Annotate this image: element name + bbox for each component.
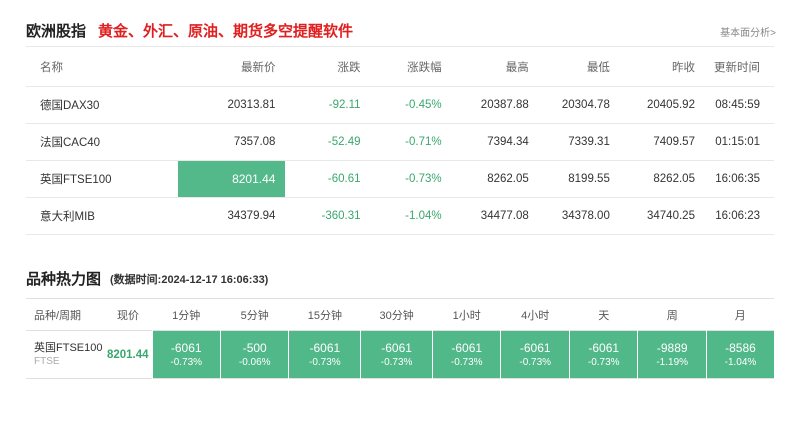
heat-pct: -0.06% — [238, 356, 271, 368]
heat-pct: -0.73% — [309, 356, 341, 368]
heatmap-cell-week: -9889 -1.19% — [637, 330, 707, 379]
promo-link[interactable]: 黄金、外汇、原油、期货多空提醒软件 — [98, 23, 354, 40]
price-cell: 20313.81 — [227, 99, 276, 111]
heat-pct: -0.73% — [519, 356, 552, 368]
heatmap-current-price: 8201.44 — [106, 348, 149, 361]
heat-value: -6061 — [519, 340, 551, 355]
heat-value: -6061 — [309, 340, 341, 355]
heat-value: -8586 — [725, 340, 756, 355]
col-header-instrument-period: 品种/周期 — [34, 309, 82, 322]
instrument-name-link[interactable]: 德国DAX30 — [40, 100, 100, 112]
high-cell: 7394.34 — [487, 136, 529, 148]
table-row[interactable]: 德国DAX30 20313.81 -92.11 -0.45% 20387.88 … — [26, 87, 774, 124]
heatmap-cell-5min: -500 -0.06% — [219, 330, 289, 379]
high-cell: 20387.88 — [480, 99, 529, 111]
col-header-pct: 涨跌幅 — [407, 61, 442, 74]
time-cell: 16:06:23 — [715, 210, 760, 222]
col-header-high: 最高 — [505, 61, 529, 74]
high-cell: 34477.08 — [480, 210, 529, 222]
price-cell: 7357.08 — [233, 136, 276, 148]
heat-pct: -0.73% — [380, 356, 413, 368]
change-cell: -360.31 — [321, 210, 361, 222]
low-cell: 34378.00 — [561, 210, 610, 222]
instrument-code: FTSE — [34, 356, 60, 367]
price-cell-highlighted: 8201.44 — [178, 160, 286, 198]
prev-close-cell: 7409.57 — [653, 136, 695, 148]
col-header-15min: 15分钟 — [307, 309, 342, 322]
col-header-change: 涨跌 — [337, 61, 361, 74]
change-cell: -52.49 — [327, 136, 361, 148]
heat-pct: -0.73% — [450, 356, 483, 368]
heat-value: -9889 — [656, 340, 688, 355]
pct-cell: -0.71% — [405, 136, 442, 148]
col-header-week: 周 — [666, 309, 678, 322]
time-cell: 16:06:35 — [715, 173, 760, 185]
heatmap-section-header: 品种热力图 (数据时间:2024-12-17 16:06:33) — [26, 266, 776, 292]
high-cell: 8262.05 — [487, 173, 529, 185]
instrument-name-link[interactable]: 意大利MIB — [40, 211, 95, 223]
heatmap-cell-4hour: -6061 -0.73% — [500, 330, 570, 379]
heatmap-row[interactable]: 英国FTSE100 FTSE 8201.44 -6061 -0.73% -500… — [26, 330, 774, 379]
heat-pct: -0.73% — [587, 356, 620, 368]
heat-pct: -1.04% — [724, 356, 757, 368]
time-cell: 01:15:01 — [715, 136, 760, 148]
heatmap-title: 品种热力图 — [26, 271, 102, 288]
low-cell: 8199.55 — [568, 173, 610, 185]
heat-pct: -0.73% — [170, 356, 203, 368]
col-header-1min: 1分钟 — [172, 309, 201, 322]
low-cell: 20304.78 — [561, 99, 610, 111]
heat-value: -6061 — [588, 340, 620, 355]
heatmap-cell-15min: -6061 -0.73% — [288, 330, 361, 379]
prev-close-cell: 34740.25 — [647, 210, 695, 222]
prev-close-cell: 8262.05 — [653, 173, 695, 185]
col-header-30min: 30分钟 — [379, 309, 414, 322]
col-header-4hour: 4小时 — [521, 309, 550, 322]
col-header-name: 名称 — [40, 61, 63, 74]
pct-cell: -1.04% — [405, 210, 442, 222]
heatmap-header-row: 品种/周期 现价 1分钟 5分钟 15分钟 30分钟 1小时 4小时 天 周 月 — [26, 298, 774, 331]
instrument-name-link[interactable]: 英国FTSE100 — [40, 174, 112, 186]
col-header-price: 最新价 — [240, 61, 276, 74]
table-row[interactable]: 英国FTSE100 8201.44 -60.61 -0.73% 8262.05 … — [26, 160, 774, 198]
data-timestamp: (数据时间:2024-12-17 16:06:33) — [110, 274, 269, 286]
prev-close-cell: 20405.92 — [647, 99, 695, 111]
col-header-low: 最低 — [586, 61, 610, 74]
instrument-name: 英国FTSE100 — [34, 342, 103, 354]
table-row[interactable]: 法国CAC40 7357.08 -52.49 -0.71% 7394.34 73… — [26, 124, 774, 161]
heatmap-cell-month: -8586 -1.04% — [705, 330, 774, 379]
heat-pct: -1.19% — [656, 356, 689, 368]
heatmap-cell-1min: -6061 -0.73% — [151, 330, 221, 379]
col-header-5min: 5分钟 — [240, 309, 269, 322]
heatmap-cell-30min: -6061 -0.73% — [360, 330, 433, 379]
col-header-month: 月 — [734, 309, 746, 322]
heatmap-table: 品种/周期 现价 1分钟 5分钟 15分钟 30分钟 1小时 4小时 天 周 月… — [26, 298, 774, 379]
pct-cell: -0.45% — [405, 99, 442, 111]
col-header-current-price: 现价 — [117, 309, 139, 322]
heatmap-instrument[interactable]: 英国FTSE100 FTSE — [26, 330, 104, 379]
col-header-time: 更新时间 — [714, 61, 760, 74]
table-header-row: 名称 最新价 涨跌 涨跌幅 最高 最低 昨收 更新时间 — [26, 46, 774, 87]
time-cell: 08:45:59 — [715, 99, 760, 111]
quote-table: 名称 最新价 涨跌 涨跌幅 最高 最低 昨收 更新时间 德国DAX30 2031… — [26, 46, 774, 235]
heatmap-cell-1hour: -6061 -0.73% — [431, 330, 501, 379]
instrument-name-link[interactable]: 法国CAC40 — [40, 137, 101, 149]
heat-value: -6061 — [451, 340, 483, 355]
heat-value: -500 — [242, 340, 267, 355]
heat-value: -6061 — [170, 340, 202, 355]
section-title: 欧洲股指 — [26, 23, 87, 40]
price-cell: 34379.94 — [227, 210, 276, 222]
low-cell: 7339.31 — [568, 136, 610, 148]
change-cell: -60.61 — [327, 173, 361, 185]
table-row[interactable]: 意大利MIB 34379.94 -360.31 -1.04% 34477.08 … — [26, 198, 774, 235]
heatmap-cell-day: -6061 -0.73% — [568, 330, 638, 379]
quote-section-header: 欧洲股指 黄金、外汇、原油、期货多空提醒软件 基本面分析> — [26, 18, 776, 44]
fundamental-analysis-link[interactable]: 基本面分析> — [720, 28, 776, 39]
change-cell: -92.11 — [328, 99, 361, 111]
col-header-prev-close: 昨收 — [671, 61, 695, 74]
col-header-day: 天 — [598, 309, 610, 322]
pct-cell: -0.73% — [405, 173, 442, 185]
heat-value: -6061 — [381, 340, 412, 355]
col-header-1hour: 1小时 — [452, 309, 481, 322]
